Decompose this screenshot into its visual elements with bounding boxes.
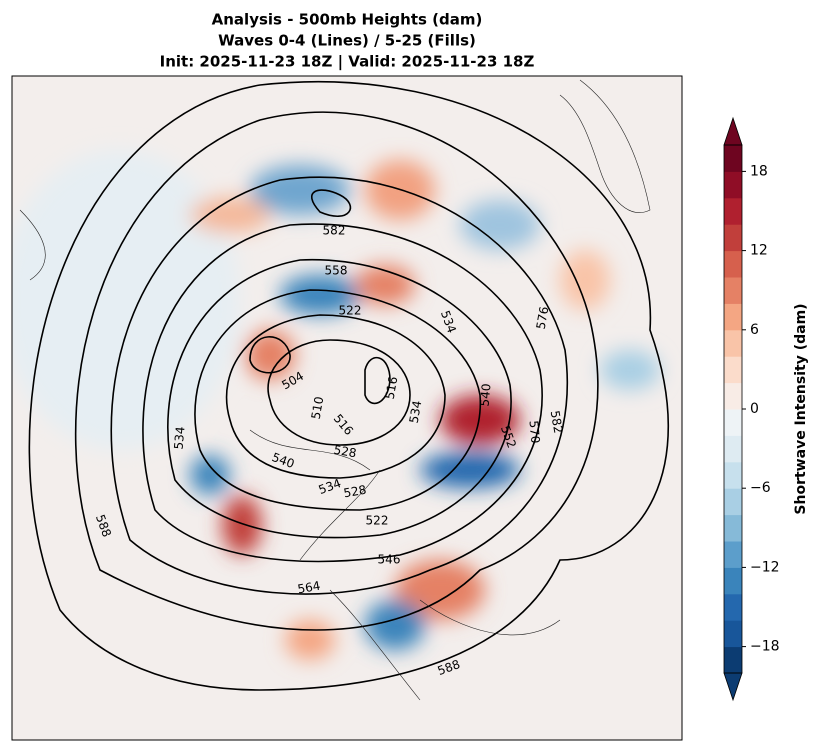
title-line: Waves 0-4 (Lines) / 5-25 (Fills) [218,32,476,50]
colorbar-band [724,224,742,252]
contour-label: 540 [478,383,494,407]
colorbar-tick-label: 6 [750,322,759,338]
colorbar-extend-high [723,116,743,146]
colorbar-band [724,488,742,516]
colorbar-band [724,329,742,357]
colorbar-band [724,541,742,568]
contour-label: 564 [296,579,321,597]
height-contours [28,80,670,691]
colorbar-band [724,145,742,172]
colorbar-band [724,197,742,225]
colorbar-band [724,250,742,278]
colorbar-band [724,303,742,331]
contour-label: 546 [378,553,401,567]
contour-label: 528 [342,483,367,501]
colorbar-tick-label: −6 [750,480,771,496]
colorbar-tick-label: 0 [750,401,759,417]
contour-label: 522 [339,304,362,318]
contour-label: 534 [407,399,425,424]
contour-label: 516 [383,375,401,400]
colorbar-band [724,382,742,410]
contour-label: 558 [325,264,348,278]
colorbar-tick-label: −12 [750,559,780,575]
colorbar-tick-label: −18 [750,639,780,655]
colorbar-band [724,409,742,436]
colorbar-band [724,171,742,199]
contour-label: 522 [366,514,389,528]
colorbar-band [724,277,742,304]
colorbar-label: Shortwave Intensity (dam) [793,303,809,514]
colorbar-band [724,567,742,595]
title-line: Analysis - 500mb Heights (dam) [212,11,483,29]
title-line: Init: 2025-11-23 18Z | Valid: 2025-11-23… [160,53,535,72]
colorbar-extend-low [723,672,743,702]
colorbar-band [724,514,742,542]
contour-label: 582 [548,409,566,434]
colorbar-band [724,435,742,463]
contour-label: 510 [309,395,327,420]
colorbar: −18 −12 −6 0 6 12 18 [723,116,780,702]
colorbar-tick-label: 12 [750,243,768,259]
contour-label: 582 [323,224,346,238]
colorbar-tick-label: 18 [750,163,768,179]
colorbar-band [724,593,742,621]
colorbar-band [724,646,742,674]
map-frame [11,75,683,741]
contour-label: 576 [534,305,552,330]
contour-label: 528 [333,443,358,461]
colorbar-band [724,356,742,384]
contour-label: 570 [527,420,543,444]
contour-label: 534 [172,426,188,450]
colorbar-band [724,620,742,648]
coastlines [19,79,651,701]
colorbar-band [724,461,742,489]
